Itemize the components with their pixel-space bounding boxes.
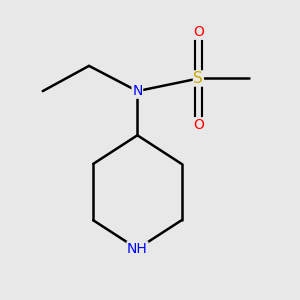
Text: O: O bbox=[193, 25, 204, 39]
Text: O: O bbox=[193, 118, 204, 132]
Text: N: N bbox=[132, 84, 142, 98]
Text: S: S bbox=[194, 71, 203, 86]
Text: NH: NH bbox=[127, 242, 148, 256]
